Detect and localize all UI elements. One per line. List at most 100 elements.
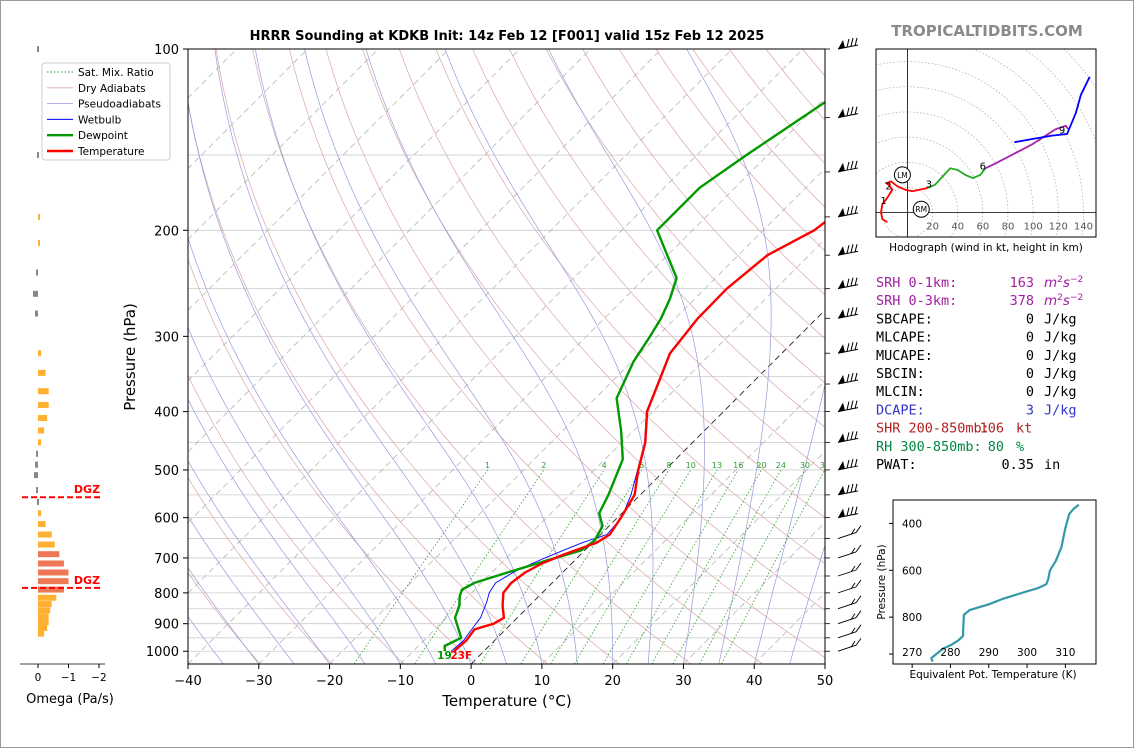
- barb-feather: [846, 343, 850, 352]
- x-tick-label: 50: [817, 674, 834, 689]
- pseudo-adiabat-line: [188, 398, 366, 664]
- omega-bar: [38, 551, 60, 558]
- barb-feather: [855, 610, 862, 618]
- y-tick-label: 700: [154, 552, 179, 567]
- mixing-ratio-line: [699, 469, 806, 664]
- pseudo-adiabat-line: [188, 515, 295, 664]
- mixing-ratio-line: [520, 469, 642, 664]
- barb-feather: [850, 598, 856, 605]
- mixing-ratio-line: [414, 469, 545, 664]
- wind-barb: [837, 372, 859, 385]
- pseudo-adiabat-line: [214, 49, 507, 664]
- storm-motion-label: LM: [897, 171, 908, 180]
- x-tick-label: −40: [174, 674, 201, 689]
- barb-pennant: [838, 508, 845, 518]
- omega-bar: [38, 630, 45, 637]
- omega-bar: [38, 369, 46, 376]
- wind-barb: [837, 579, 862, 594]
- barb-feather: [850, 458, 854, 468]
- mixing-ratio-line: [479, 469, 605, 664]
- dry-adiabat-line: [362, 49, 825, 611]
- isotherm-line: [188, 49, 591, 453]
- omega-bar: [35, 310, 38, 317]
- surface-label: 23F: [450, 650, 472, 662]
- dry-adiabat-line: [252, 49, 692, 664]
- omega-bar: [38, 619, 49, 626]
- dry-adiabat-line: [765, 49, 825, 121]
- wind-barb: [837, 160, 859, 173]
- legend-label: Pseudoadiabats: [78, 99, 161, 111]
- legend-label: Temperature: [77, 146, 145, 158]
- barb-feather: [854, 458, 858, 468]
- barb-feather: [846, 373, 850, 383]
- hodograph-plot: 1 2 3 6 9 LM RM 20 40 60 80 100 120 140: [875, 48, 1097, 238]
- wind-barb: [837, 458, 859, 471]
- thetae-x-tick-label: 280: [940, 647, 960, 659]
- dry-adiabat-line: [188, 571, 261, 664]
- omega-bar: [38, 350, 42, 357]
- barb-feather: [850, 307, 854, 316]
- thetae-x-tick-label: 270: [902, 647, 922, 659]
- thetae-x-tick-label: 310: [1055, 647, 1075, 659]
- isotherm-line: [188, 49, 308, 170]
- omega-tick-label: −1: [61, 672, 76, 684]
- pseudo-adiabat-line: [188, 460, 330, 664]
- legend-label: Wetbulb: [78, 114, 122, 126]
- omega-bar: [36, 269, 38, 276]
- storm-motion-label: RM: [915, 205, 927, 214]
- omega-bar: [37, 498, 39, 505]
- pseudo-adiabat-line: [444, 49, 654, 664]
- barb-feather: [846, 278, 850, 287]
- barb-feather: [846, 401, 850, 410]
- omega-bar: [38, 625, 48, 632]
- hodograph-frame: [875, 48, 1097, 238]
- legend-label: Dry Adiabats: [78, 83, 146, 95]
- barb-staff: [837, 602, 857, 610]
- dry-adiabat-line: [802, 49, 825, 77]
- omega-bar: [38, 613, 49, 620]
- dgz-label: DGZ: [74, 483, 100, 496]
- skewt-ylabel: Pressure (hPa): [121, 303, 139, 411]
- omega-tick-label: −2: [91, 672, 106, 684]
- thetae-y-tick-label: 600: [902, 565, 922, 577]
- barb-feather: [850, 431, 854, 440]
- omega-bar: [36, 450, 38, 457]
- mixing-ratio-label: 24: [776, 461, 786, 470]
- omega-bar: [38, 240, 40, 247]
- barb-pennant: [838, 108, 845, 118]
- thetae-line: [930, 503, 1080, 663]
- wind-barb: [837, 624, 862, 639]
- skewt-plot-area: 1 2 4 6 8 10 13 16 20 24 30 36: [188, 49, 825, 664]
- barb-feather: [846, 161, 850, 171]
- omega-bar: [38, 388, 49, 395]
- dry-adiabat-line: [582, 49, 825, 340]
- skewt-plot: 1 2 4 6 8 10 13 16 20 24 30 36−40 −30 −20 −10 0 10 20 30 40…: [146, 37, 862, 689]
- isotherm-line: [258, 97, 825, 664]
- y-tick-label: 800: [154, 587, 179, 602]
- thetae-frame: [892, 499, 1097, 665]
- omega-bar: [38, 578, 69, 585]
- wind-barb: [837, 483, 859, 496]
- dry-adiabat-line: [398, 49, 825, 565]
- y-tick-label: 900: [154, 618, 179, 633]
- barb-feather: [850, 106, 854, 115]
- dry-adiabat-line: [472, 49, 825, 473]
- y-tick-label: 200: [154, 224, 179, 239]
- pseudo-adiabat-line: [188, 567, 260, 664]
- omega-bar: [37, 152, 39, 159]
- barb-feather: [855, 579, 862, 588]
- x-tick-label: 20: [604, 674, 621, 689]
- barb-feather: [850, 205, 854, 214]
- y-tick-label: 400: [154, 406, 179, 421]
- barb-feather: [855, 595, 862, 603]
- mixing-ratio-line: [651, 469, 762, 664]
- omega-bar: [37, 46, 39, 52]
- mixing-ratio-label: 13: [712, 461, 722, 470]
- hodograph-trace: [880, 180, 928, 224]
- thetae-y-tick-label: 400: [902, 518, 922, 530]
- barb-feather: [854, 277, 858, 286]
- barb-feather: [846, 484, 850, 493]
- wind-barb: [837, 525, 862, 539]
- omega-bar: [38, 607, 51, 614]
